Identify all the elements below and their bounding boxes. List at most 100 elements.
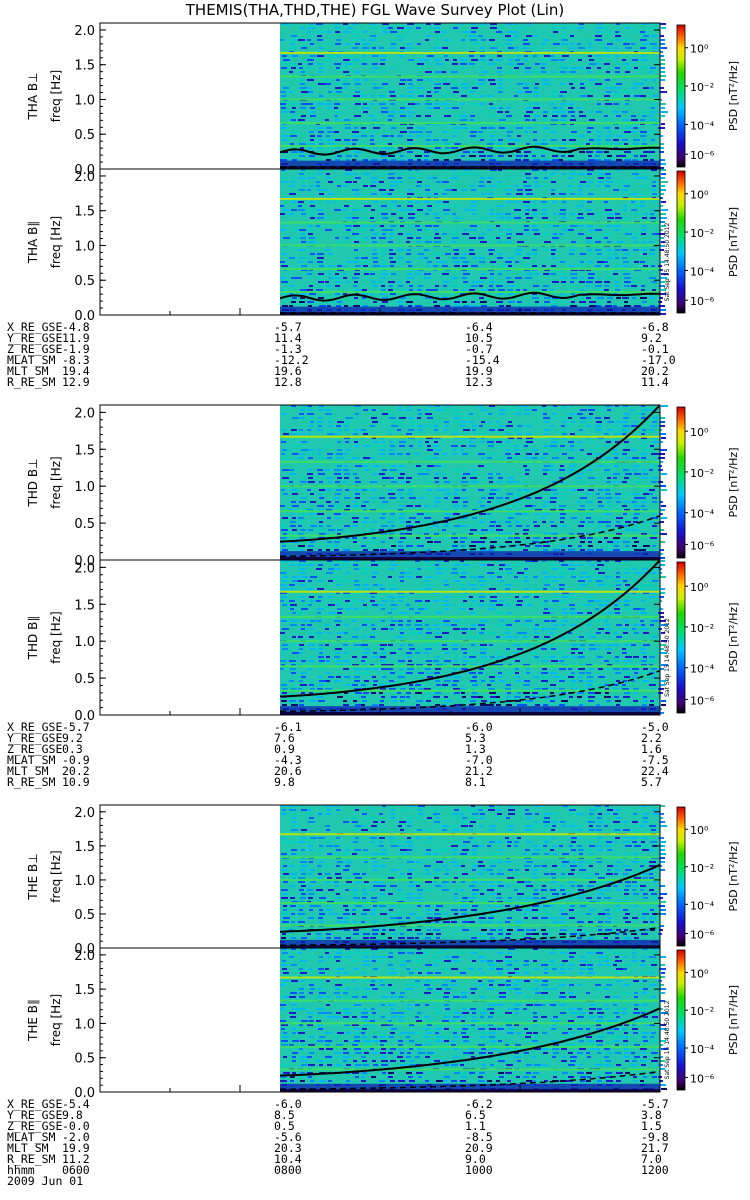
- fce-dashed-curve: [279, 1070, 661, 1091]
- ephemeris-value: -5.7: [62, 720, 90, 734]
- colorbar-tick-label: 10⁻⁴: [690, 119, 715, 132]
- fce-dashed-curve: [280, 514, 661, 558]
- colorbar-tick-label: 10⁻²: [690, 227, 714, 240]
- y-tick-label: 0.5: [74, 274, 95, 289]
- ephemeris-row-label: MLAT_SM: [7, 353, 56, 367]
- colorbar-tick-label: 10⁻⁶: [690, 149, 715, 162]
- ephemeris-value: 20.2: [641, 364, 669, 378]
- y-axis-label: THE B∥: [26, 999, 40, 1042]
- ephemeris-row-label: MLT_SM: [7, 764, 49, 778]
- colorbar-label: PSD [nT²/Hz]: [727, 207, 740, 277]
- y-tick-label: 0.5: [74, 1052, 95, 1067]
- ephemeris-value: 10.4: [274, 1152, 302, 1166]
- y-tick-label: 1.0: [74, 480, 95, 495]
- timestamp-label: Sat Sep 15 14:48:50 2012: [664, 1001, 671, 1080]
- fce-curve: [280, 1007, 661, 1077]
- ephemeris-value: 1200: [641, 1163, 669, 1177]
- ephemeris-row: X_RE_GSE -5.7 -6.1 -6.0 -5.0: [0, 720, 750, 734]
- ephemeris-value: 9.0: [465, 1152, 486, 1166]
- y-axis-label: THA B⊥: [26, 72, 40, 120]
- colorbar: 10⁰ 10⁻² 10⁻⁴ 10⁻⁶ PSD [nT²/Hz]: [676, 406, 740, 559]
- ephemeris-value: 19.9: [62, 1141, 90, 1155]
- colorbar-tick-label: 10⁻²: [690, 1005, 714, 1018]
- ephemeris-row-label: MLT_SM: [7, 364, 49, 378]
- colorbar-label: PSD [nT²/Hz]: [727, 841, 740, 911]
- ephemeris-row: MLAT_SM -2.0 -5.6 -8.5 -9.8: [0, 1130, 750, 1144]
- colorbar-tick-label: 10⁻⁴: [690, 1043, 715, 1056]
- fce-curve: [279, 404, 661, 543]
- y-tick-label: 0.0: [74, 1086, 95, 1101]
- ephemeris-value: 0.5: [274, 1119, 295, 1133]
- ephemeris-value: 9.8: [274, 775, 295, 789]
- ephemeris-value: -6.1: [274, 720, 302, 734]
- spectrogram-panel: 0.0 0.5 1.0 1.5 2.0 THA B∥ freq [Hz] 10⁰ 10⁻² 10⁻…: [26, 168, 740, 324]
- colorbar-tick-label: 10⁻²: [690, 862, 714, 875]
- ephemeris-value: 0.3: [62, 742, 83, 756]
- y-tick-label: 2.0: [74, 806, 95, 821]
- y-tick-label: 1.0: [74, 239, 95, 254]
- y-tick-label: 1.5: [74, 205, 95, 220]
- ephemeris-value: 12.8: [274, 375, 302, 389]
- y-tick-label: 2.0: [74, 170, 95, 185]
- ephemeris-table: X_RE_GSE -5.7 -6.1 -6.0 -5.0 Y_RE_GSE 9.2 7.6 5.…: [0, 720, 750, 789]
- ephemeris-value: -7.0: [465, 753, 493, 767]
- colorbar-tick-label: 10⁻²: [690, 467, 714, 480]
- ephemeris-value: -0.9: [62, 753, 90, 767]
- fce-curve: [279, 291, 660, 302]
- ephemeris-row-label: Y_RE_GSE: [7, 1108, 63, 1122]
- ephemeris-value: 5.3: [465, 731, 486, 745]
- ephemeris-row: Y_RE_GSE 9.8 8.5 6.5 3.8: [0, 1108, 750, 1122]
- y-tick-label: 0.5: [74, 128, 95, 143]
- colorbar: 10⁰ 10⁻² 10⁻⁴ 10⁻⁶ PSD [nT²/Hz]: [676, 24, 740, 168]
- colorbar-tick-label: 10⁻⁴: [690, 265, 715, 278]
- ephemeris-value: 0600: [62, 1163, 90, 1177]
- ephemeris-value: 11.4: [274, 331, 302, 345]
- ephemeris-value: -5.6: [274, 1130, 302, 1144]
- spectrogram-panel: 0.0 0.5 1.0 1.5 2.0 THA B⊥ freq [Hz] 10⁰ 10⁻² 10⁻…: [26, 22, 740, 178]
- ephemeris-value: -5.4: [62, 1097, 90, 1111]
- ephemeris-row-label: X_RE_GSE: [7, 320, 63, 334]
- ephemeris-value: -5.7: [274, 320, 302, 334]
- ephemeris-value: -6.4: [465, 320, 493, 334]
- ephemeris-row-label: Y_RE_GSE: [7, 331, 63, 345]
- colorbar-tick-label: 10⁻⁴: [690, 899, 715, 912]
- ephemeris-value: -7.5: [641, 753, 669, 767]
- colorbar: 10⁰ 10⁻² 10⁻⁴ 10⁻⁶ PSD [nT²/Hz] Sat Sep 15 14…: [664, 561, 740, 714]
- ephemeris-value: 1.3: [465, 742, 486, 756]
- ephemeris-row: R_RE_SM 10.9 9.8 8.1 5.7: [0, 775, 750, 789]
- ephemeris-value: 5.7: [641, 775, 662, 789]
- spectrogram-panel: 0.0 0.5 1.0 1.5 2.0 THD B∥ freq [Hz] 10⁰ 10⁻² 10⁻…: [26, 559, 740, 724]
- colorbar-tick-label: 10⁻⁶: [690, 694, 715, 707]
- plot-title: THEMIS(THA,THD,THE) FGL Wave Survey Plot…: [185, 1, 565, 19]
- y-axis-label: THD B∥: [26, 616, 40, 661]
- y-tick-label: 1.0: [74, 874, 95, 889]
- ephemeris-value: -5.7: [641, 1097, 669, 1111]
- y-axis-label: THE B⊥: [26, 853, 40, 900]
- ephemeris-row: R_RE_SM 11.2 10.4 9.0 7.0: [0, 1152, 750, 1166]
- ephemeris-row-label: R_RE_SM: [7, 375, 56, 389]
- colorbar-label: PSD [nT²/Hz]: [727, 602, 740, 672]
- colorbar: 10⁰ 10⁻² 10⁻⁴ 10⁻⁶ PSD [nT²/Hz] Sat Sep 15 14…: [664, 949, 740, 1091]
- ephemeris-row-label: X_RE_GSE: [7, 1097, 63, 1111]
- y-tick-label: 2.0: [74, 561, 95, 576]
- y-tick-label: 1.5: [74, 840, 95, 855]
- ephemeris-value: 19.4: [62, 364, 90, 378]
- fce-curve: [279, 863, 661, 933]
- y-tick-label: 1.5: [74, 59, 95, 74]
- ephemeris-row-label: MLAT_SM: [7, 753, 56, 767]
- spectrogram-panel: 0.0 0.5 1.0 1.5 2.0 THE B⊥ freq [Hz] 10⁰ 10⁻² 10⁻…: [26, 804, 740, 957]
- y-tick-label: 1.0: [74, 1017, 95, 1032]
- ephemeris-row: hhmm 0600 0800 1000 1200: [0, 1163, 750, 1177]
- ephemeris-value: 1.5: [641, 1119, 662, 1133]
- colorbar-tick-label: 10⁰: [690, 43, 709, 56]
- ephemeris-value: 12.9: [62, 375, 90, 389]
- ephemeris-value: 9.2: [62, 731, 83, 745]
- ephemeris-value: -5.0: [641, 720, 669, 734]
- colorbar-tick-label: 10⁰: [690, 426, 709, 439]
- fce-curve: [279, 145, 660, 156]
- ephemeris-value: -6.0: [274, 1097, 302, 1111]
- ephemeris-value: -2.0: [62, 1130, 90, 1144]
- ephemeris-row: X_RE_GSE -5.4 -6.0 -6.2 -5.7: [0, 1097, 750, 1111]
- ephemeris-value: 1000: [465, 1163, 493, 1177]
- colorbar-label: PSD [nT²/Hz]: [727, 61, 740, 131]
